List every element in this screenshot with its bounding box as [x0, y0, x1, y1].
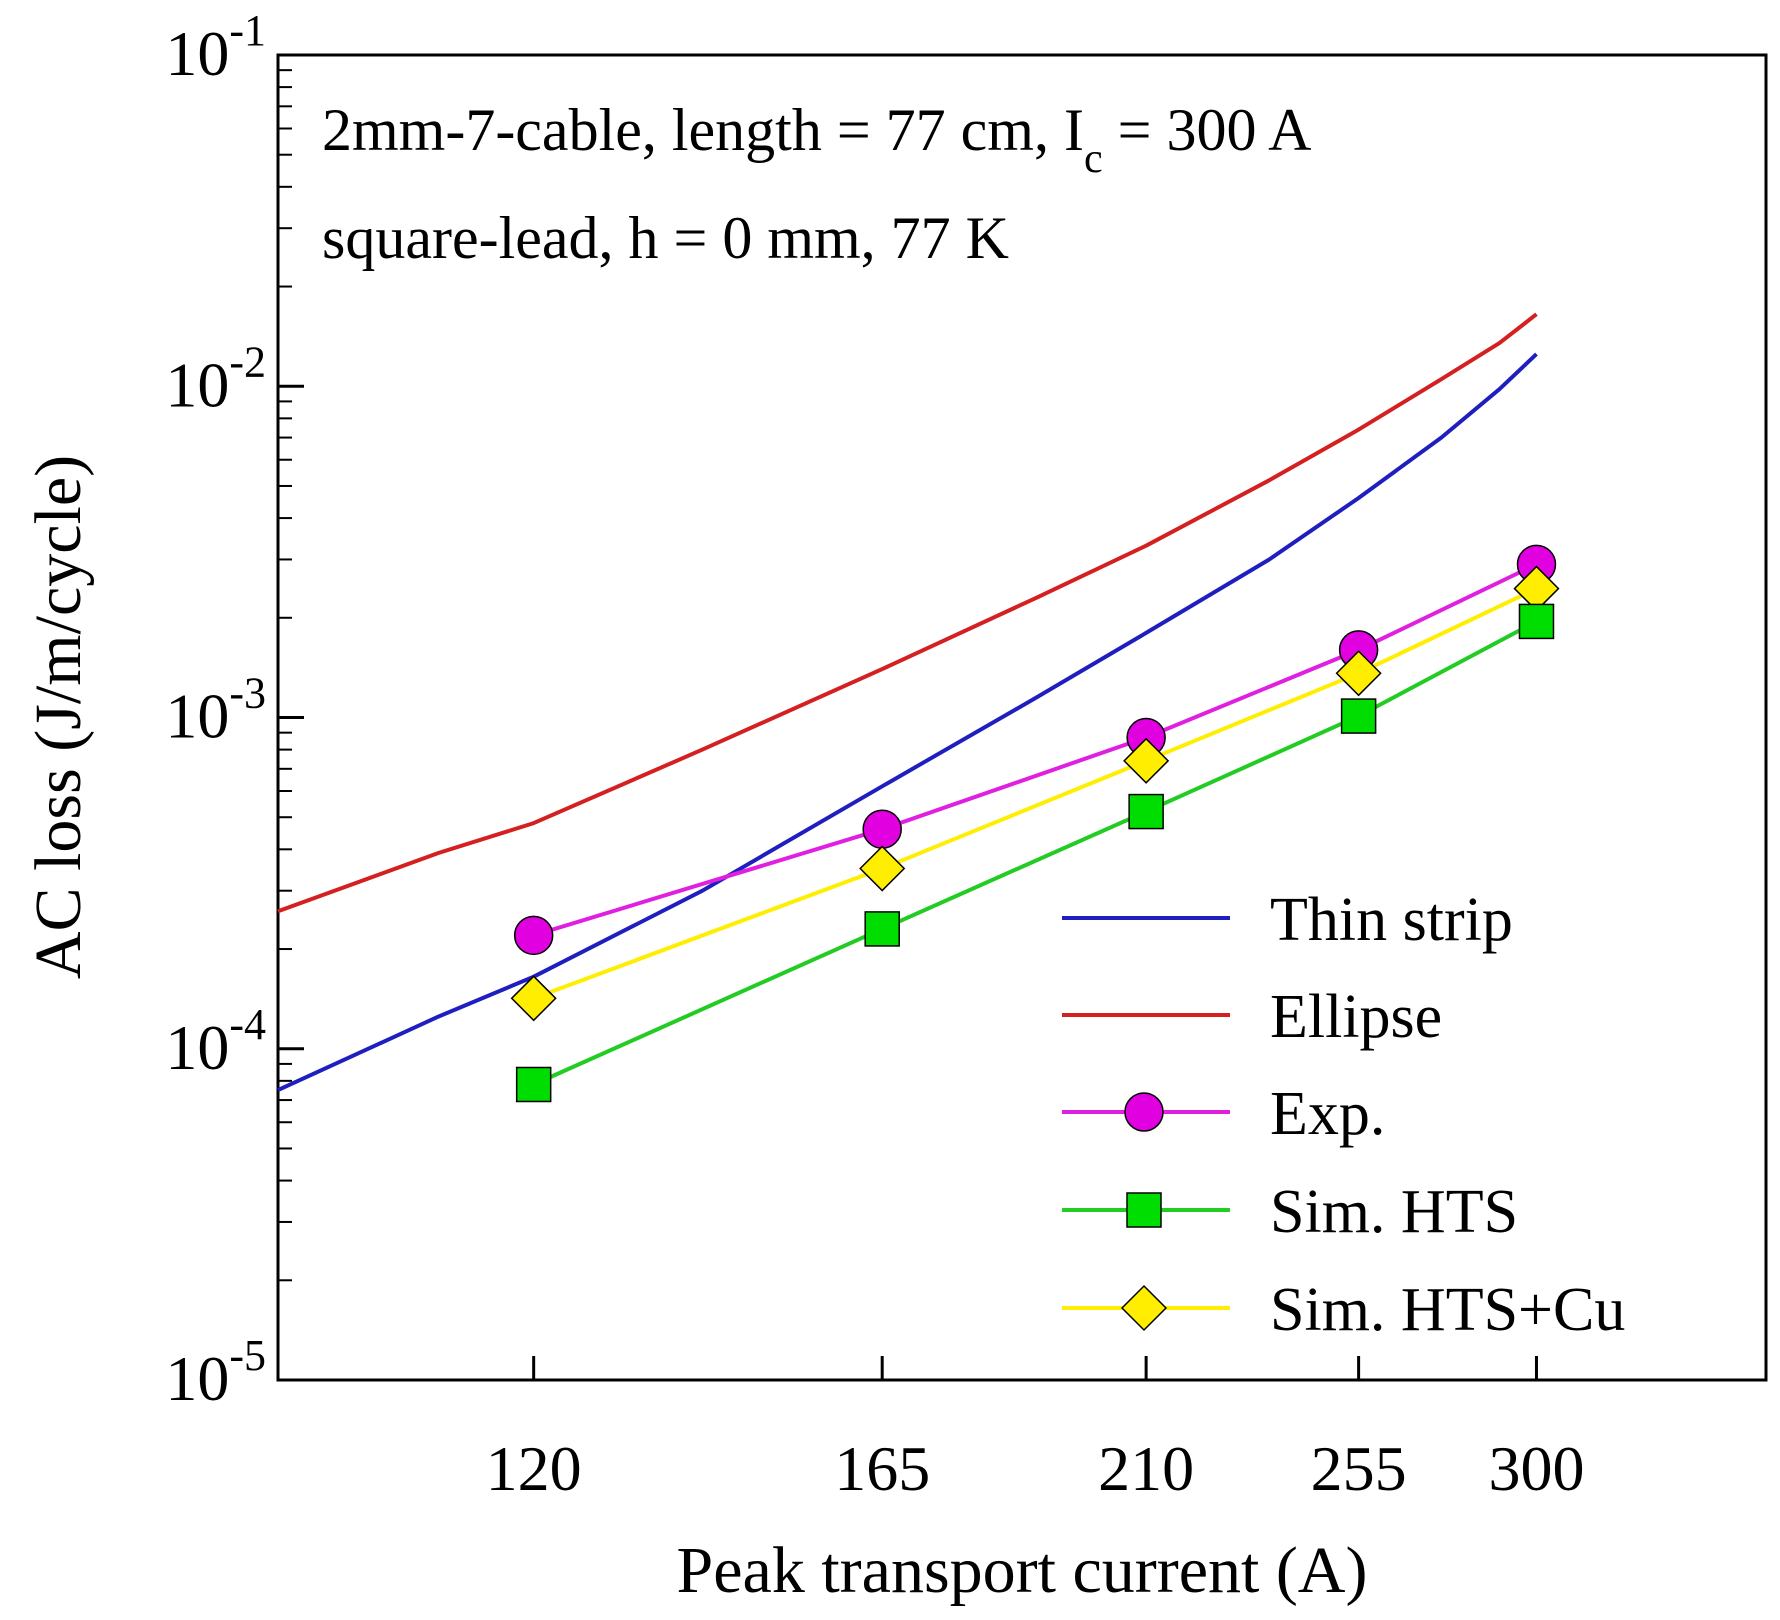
- y-tick-label-exponent: -2: [229, 337, 266, 386]
- data-point-sim-hts: [864, 911, 900, 947]
- y-tick-label: 10-5: [165, 1331, 266, 1414]
- y-tick-label-exponent: -4: [229, 1000, 266, 1049]
- legend-label: Exp.: [1270, 1080, 1385, 1148]
- x-tick-labels: 120 165 210 255 300: [486, 1433, 1585, 1504]
- annotation-line-2: square-lead, h = 0 mm, 77 K: [322, 205, 1009, 271]
- x-tick-label: 255: [1311, 1433, 1407, 1504]
- y-tick-label-exponent: -1: [229, 6, 266, 55]
- legend-swatch-marker: [1124, 1092, 1164, 1132]
- annotation-line-1-prefix: 2mm-7-cable, length = 77 cm, I: [322, 97, 1084, 163]
- legend-item-sim-hts-cu: Sim. HTS+Cu: [1062, 1276, 1625, 1344]
- data-point-sim-hts: [1128, 793, 1164, 830]
- y-axis-title: AC loss (J/m/cycle): [22, 455, 95, 979]
- y-tick-label: 10-3: [165, 669, 266, 752]
- y-major-ticks: [278, 53, 304, 1382]
- y-tick-label-base: 10: [165, 681, 229, 752]
- legend-label: Ellipse: [1270, 983, 1442, 1051]
- x-tick-label: 165: [834, 1433, 930, 1504]
- x-tick-label: 210: [1098, 1433, 1194, 1504]
- legend-swatch-marker: [1126, 1192, 1162, 1228]
- series-line-ellipse: [277, 312, 1538, 914]
- y-tick-label: 10-1: [165, 6, 266, 89]
- y-tick-label-base: 10: [165, 1012, 229, 1083]
- x-tick-label: 300: [1488, 1433, 1584, 1504]
- data-point-sim-hts: [1518, 603, 1555, 640]
- y-tick-label-base: 10: [165, 18, 229, 89]
- series-thin-strip: [277, 352, 1538, 1092]
- data-point-sim-hts-cu: [510, 975, 557, 1022]
- data-point-exp: [862, 809, 902, 849]
- y-minor-ticks: [278, 69, 292, 1282]
- annotation-line-1-suffix: = 300 A: [1103, 97, 1312, 163]
- legend: Thin strip Ellipse Exp. Sim. HTS Sim. HTS+Cu: [1062, 886, 1625, 1344]
- legend-label: Sim. HTS: [1270, 1178, 1518, 1246]
- y-tick-labels: 10-110-210-310-410-5: [165, 6, 266, 1414]
- y-tick-label-exponent: -3: [229, 669, 266, 718]
- series-layer: [277, 312, 1560, 1103]
- data-point-sim-hts-cu: [1335, 650, 1382, 697]
- x-tick-label: 120: [486, 1433, 582, 1504]
- data-point-exp: [513, 915, 554, 956]
- y-tick-label-base: 10: [165, 1343, 229, 1414]
- legend-item-sim-hts: Sim. HTS: [1062, 1178, 1518, 1246]
- legend-swatch-marker: [1120, 1284, 1168, 1332]
- annotation-line-1-subscript: c: [1084, 136, 1103, 182]
- data-point-sim-hts-cu: [859, 845, 906, 892]
- y-tick-label-base: 10: [165, 349, 229, 420]
- y-tick-label-exponent: -5: [229, 1331, 266, 1380]
- series-ellipse: [277, 312, 1538, 914]
- series-sim-hts: [515, 603, 1555, 1103]
- series-line-exp: [533, 562, 1538, 938]
- legend-label: Thin strip: [1270, 886, 1513, 954]
- series-line-thin-strip: [277, 352, 1538, 1092]
- annotation-line-1: 2mm-7-cable, length = 77 cm, Ic = 300 A: [322, 97, 1311, 182]
- series-sim-hts-cu: [510, 565, 1560, 1022]
- data-point-sim-hts: [1340, 698, 1377, 734]
- data-point-sim-hts: [515, 1066, 552, 1103]
- legend-item-thin-strip: Thin strip: [1062, 886, 1513, 954]
- x-axis-title: Peak transport current (A): [677, 1534, 1368, 1607]
- y-tick-label: 10-2: [165, 337, 266, 420]
- series-exp: [513, 544, 1557, 956]
- y-tick-label: 10-4: [165, 1000, 266, 1083]
- x-ticks: [532, 1356, 1538, 1380]
- legend-item-exp: Exp.: [1062, 1080, 1385, 1148]
- data-point-sim-hts-cu: [1123, 737, 1170, 784]
- legend-item-ellipse: Ellipse: [1062, 983, 1442, 1051]
- legend-label: Sim. HTS+Cu: [1270, 1276, 1625, 1344]
